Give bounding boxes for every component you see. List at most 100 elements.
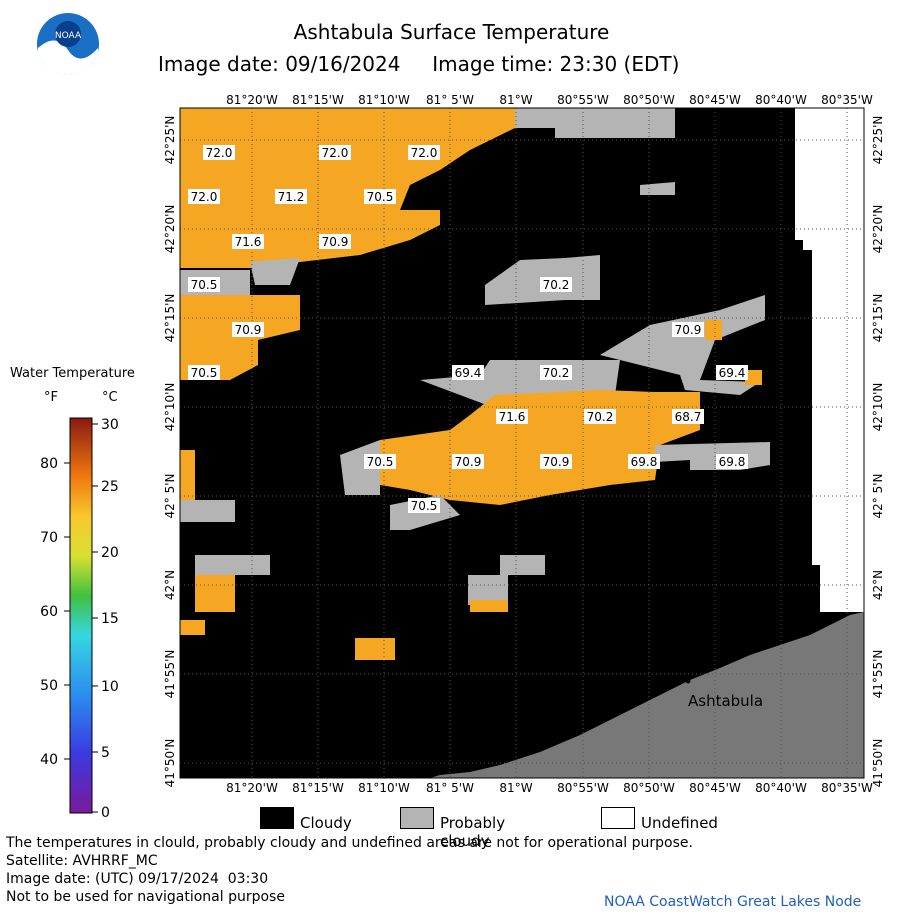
c-tick-label: 0 xyxy=(101,805,110,821)
c-tick-label: 25 xyxy=(101,479,119,495)
latitude-labels-left: 42°25'N 42°20'N 42°15'N 42°10'N 42° 5'N 42°N 4… xyxy=(163,116,177,788)
latitude-label: 42°15'N xyxy=(871,294,885,343)
longitude-label: 80°50'W xyxy=(623,93,675,107)
f-tick-label: 40 xyxy=(40,752,58,768)
temp-value: 70.5 xyxy=(367,455,394,469)
legend-title: Water Temperature xyxy=(10,366,135,381)
latitude-label: 42°N xyxy=(871,570,885,600)
longitude-label: 80°45'W xyxy=(689,93,741,107)
land-area xyxy=(430,612,864,778)
warm-water-east2 xyxy=(745,370,762,385)
c-tick-label: 15 xyxy=(101,611,119,627)
footer-notes: The temperatures in clould, probably clo… xyxy=(6,834,693,906)
temp-value: 70.2 xyxy=(587,410,614,424)
longitude-label: 80°45'W xyxy=(689,781,741,795)
longitude-label: 80°35'W xyxy=(821,93,873,107)
temp-label: 70.2 xyxy=(584,409,616,424)
undefined-label: Undefined xyxy=(641,814,718,832)
image-time-label: Image time: 23:30 (EDT) xyxy=(432,52,680,76)
temp-label: 71.6 xyxy=(232,234,264,249)
ashtabula-marker xyxy=(685,678,691,684)
image-datetime: Image date: 09/16/2024 Image time: 23:30… xyxy=(158,52,679,76)
longitude-label: 80°55'W xyxy=(557,93,609,107)
longitude-label: 80°35'W xyxy=(821,781,873,795)
temp-label: 72.0 xyxy=(408,145,440,160)
temp-value: 70.5 xyxy=(411,499,438,513)
warm-water-center xyxy=(380,390,700,505)
c-tick-label: 10 xyxy=(101,679,119,695)
c-tick-label: 30 xyxy=(101,417,119,433)
credit-link[interactable]: NOAA CoastWatch Great Lakes Node xyxy=(604,894,862,910)
noaa-logo: NOAA xyxy=(36,12,100,80)
longitude-label: 81° 5'W xyxy=(426,781,474,795)
cloudy-swatch xyxy=(260,807,294,829)
temp-value: 72.0 xyxy=(411,146,438,160)
temp-value: 70.5 xyxy=(191,278,218,292)
temp-label: 69.4 xyxy=(716,365,748,380)
temp-value: 72.0 xyxy=(191,190,218,204)
unit-celsius: °C xyxy=(102,390,118,405)
footer-satellite: Satellite: AVHRRF_MC xyxy=(6,853,158,869)
temp-value: 68.7 xyxy=(675,410,702,424)
celsius-ticks: 30 25 20 15 10 5 0 xyxy=(92,417,119,821)
temp-label: 70.5 xyxy=(364,454,396,469)
temp-value: 71.6 xyxy=(499,410,526,424)
temp-value: 71.2 xyxy=(278,190,305,204)
temp-value: 71.6 xyxy=(235,235,262,249)
logo-text: NOAA xyxy=(55,31,82,41)
latitude-label: 41°55'N xyxy=(163,650,177,699)
longitude-label: 81°W xyxy=(499,781,532,795)
latitude-label: 42° 5'N xyxy=(871,474,885,519)
cloudy-label: Cloudy xyxy=(300,814,352,832)
longitude-label: 81°15'W xyxy=(292,93,344,107)
longitude-label: 81° 5'W xyxy=(426,93,474,107)
temperature-labels: 72.0 72.0 72.0 72.0 71.2 70.5 71.6 70.9 70.5 70.9… xyxy=(188,145,748,513)
latitude-label: 41°50'N xyxy=(871,739,885,788)
latitude-label: 42° 5'N xyxy=(163,474,177,519)
latitude-label: 42°25'N xyxy=(163,116,177,165)
temp-value: 70.9 xyxy=(543,455,570,469)
temp-label: 70.5 xyxy=(188,277,220,292)
temp-label: 72.0 xyxy=(319,145,351,160)
longitude-labels-bottom: 81°20'W 81°15'W 81°10'W 81° 5'W 81°W 80°55'W 8… xyxy=(226,781,873,795)
temp-value: 70.2 xyxy=(543,278,570,292)
latitude-label: 42°N xyxy=(163,570,177,600)
longitude-label: 81°20'W xyxy=(226,781,278,795)
temp-label: 69.4 xyxy=(452,365,484,380)
probably-cloudy-label: Probably cloudy xyxy=(440,814,506,850)
footer-image-date: Image date: (UTC) 09/17/2024 03:30 xyxy=(6,871,269,887)
map-area: Ashtabula xyxy=(179,107,865,779)
temp-label: 70.9 xyxy=(232,322,264,337)
temp-value: 72.0 xyxy=(206,146,233,160)
temp-value: 69.4 xyxy=(455,366,482,380)
temp-value: 69.8 xyxy=(631,455,658,469)
c-tick-label: 5 xyxy=(101,745,110,761)
temp-label: 70.9 xyxy=(319,234,351,249)
temp-value: 70.5 xyxy=(367,190,394,204)
longitude-label: 80°50'W xyxy=(623,781,675,795)
latitude-label: 42°20'N xyxy=(871,205,885,254)
temp-value: 70.9 xyxy=(455,455,482,469)
place-label-ashtabula: Ashtabula xyxy=(688,692,763,710)
temp-label: 71.2 xyxy=(275,189,307,204)
footer-navigation: Not to be used for navigational purpose xyxy=(6,889,285,905)
temp-label: 70.9 xyxy=(452,454,484,469)
temp-label: 70.5 xyxy=(188,365,220,380)
c-tick-label: 20 xyxy=(101,545,119,561)
temp-label: 72.0 xyxy=(188,189,220,204)
temp-label: 70.5 xyxy=(408,498,440,513)
undefined-swatch xyxy=(601,807,635,829)
latitude-label: 42°25'N xyxy=(871,116,885,165)
longitude-labels-top: 81°20'W 81°15'W 81°10'W 81° 5'W 81°W 80°55'W 8… xyxy=(226,93,873,107)
longitude-label: 80°40'W xyxy=(755,781,807,795)
f-tick-label: 70 xyxy=(40,530,58,546)
latitude-label: 42°15'N xyxy=(163,294,177,343)
temp-value: 70.9 xyxy=(675,323,702,337)
latitude-label: 42°20'N xyxy=(163,205,177,254)
longitude-label: 81°15'W xyxy=(292,781,344,795)
warm-water-east xyxy=(705,320,722,340)
f-tick-label: 50 xyxy=(40,678,58,694)
longitude-label: 81°W xyxy=(499,93,532,107)
latitude-labels-right: 42°25'N 42°20'N 42°15'N 42°10'N 42° 5'N 42°N 4… xyxy=(871,116,885,788)
